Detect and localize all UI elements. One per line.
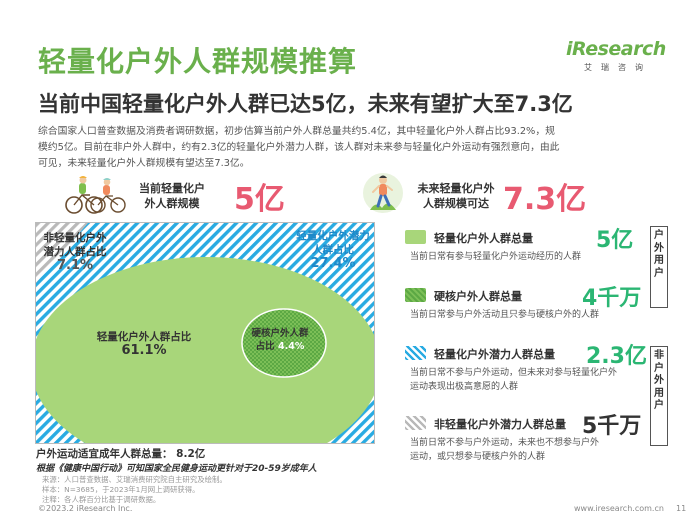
potential-label-line: 人群占比	[312, 244, 354, 256]
non-potential-label-line: 非轻量化户外	[43, 232, 107, 244]
light-outdoor-pct: 61.1%	[121, 343, 167, 358]
legend-name: 轻量化户外潜力人群总量	[434, 348, 555, 361]
core-outdoor-pct: 4.4%	[277, 341, 305, 352]
potential-legend-icon	[405, 346, 426, 360]
non-outdoor-users-tag: 非 户 外 用 户	[650, 346, 668, 446]
sample-note: 样本：N=3685，于2023年1月网上调研获得。	[42, 485, 200, 494]
tag-char: 非	[654, 350, 664, 361]
tag-char: 外	[654, 375, 664, 386]
legend-value: 5亿	[596, 228, 634, 253]
current-size-label-line: 当前轻量化户	[139, 182, 205, 195]
tag-char: 用	[654, 255, 664, 266]
potential-label: 轻量化户外潜力 人群占比 27.4%	[292, 229, 374, 271]
non-potential-pct: 7.1%	[56, 258, 94, 273]
page-title: 轻量化户外人群规模推算	[38, 45, 358, 78]
legend-name: 轻量化户外人群总量	[434, 232, 533, 245]
page-subtitle: 当前中国轻量化户外人群已达5亿，未来有望扩大至7.3亿	[38, 92, 573, 116]
light-outdoor-label: 轻量化户外人群占比 61.1%	[84, 330, 204, 358]
current-size-label: 当前轻量化户 外人群规模	[132, 181, 212, 211]
outdoor-users-tag: 户 外 用 户	[650, 226, 668, 308]
tag-char: 用	[654, 387, 664, 399]
future-size-label-line: 未来轻量化户外	[417, 182, 495, 195]
intro-line: 模约5亿。目前在非户外人群中，约有2.3亿的轻量化户外潜力人群，该人群对未来参与…	[38, 142, 560, 153]
light-outdoor-label-text: 轻量化户外人群占比	[96, 331, 192, 343]
future-size-value: 7.3亿	[503, 182, 587, 217]
cyclists-illustration	[65, 176, 126, 214]
non-potential-label: 非轻量化户外 潜力人群占比 7.1%	[37, 231, 113, 273]
non-potential-legend-icon	[405, 416, 426, 430]
page-number: 11	[676, 504, 687, 513]
legend-name: 硬核户外人群总量	[434, 290, 522, 303]
core-outdoor-legend-icon	[405, 288, 426, 302]
core-outdoor-label-line2: 占比 4.4%	[244, 340, 316, 353]
legend-desc-line: 运动，或只想参与硬核户外的人群	[410, 452, 546, 462]
intro-line: 综合国家人口普查数据及消费者调研数据，初步估算当前户外人群总量共约5.4亿，其中…	[38, 126, 555, 137]
intro-line: 可见，未来轻量化户外人群规模有望达至7.3亿。	[38, 158, 250, 169]
future-size-label-line: 人群规模可达	[423, 197, 489, 210]
population-diagram	[35, 222, 375, 444]
core-outdoor-area	[241, 308, 327, 378]
comment-note: 注释：各人群百分比基于调研数据。	[42, 495, 161, 504]
legend-value: 4千万	[582, 286, 642, 311]
non-potential-label-line: 潜力人群占比	[43, 246, 107, 258]
legend-value: 5千万	[582, 414, 642, 439]
legend-desc: 当前日常参与户外活动且只参与硬核户外的人群	[410, 310, 600, 320]
current-size-value: 5亿	[234, 182, 285, 217]
website-link[interactable]: www.iresearch.com.cn	[574, 504, 664, 513]
runner-illustration	[363, 173, 403, 213]
legend-desc-line: 当前日常不参与户外运动，未来也不想参与户外	[410, 438, 600, 448]
legend-name: 非轻量化户外潜力人群总量	[434, 418, 566, 431]
core-outdoor-label-line: 硬核户外人群	[251, 328, 309, 339]
tag-char: 户	[654, 362, 664, 374]
future-size-label: 未来轻量化户外 人群规模可达	[410, 181, 502, 211]
logo-subtext: 艾瑞咨询	[584, 63, 652, 72]
legend-desc: 当前日常不参与户外运动，未来也不想参与户外 运动，或只想参与硬核户外的人群	[410, 436, 599, 464]
health-note: 根据《健康中国行动》可知国家全民健身运动更针对于20-59岁成年人	[36, 464, 317, 474]
intro-paragraph: 综合国家人口普查数据及消费者调研数据，初步估算当前户外人群总量共约5.4亿，其中…	[38, 124, 664, 172]
current-size-label-line: 外人群规模	[144, 197, 200, 210]
legend-desc-line: 当前日常不参与户外运动，但未来对参与轻量化户外	[410, 368, 618, 378]
total-population-line: 户外运动适宜成年人群总量： 8.2亿	[36, 448, 206, 460]
legend-desc-line: 运动表现出极高意愿的人群	[410, 382, 519, 392]
legend-desc: 当前日常不参与户外运动，但未来对参与轻量化户外 运动表现出极高意愿的人群	[410, 366, 617, 394]
light-outdoor-area	[36, 257, 374, 443]
core-outdoor-label-text: 占比	[255, 341, 275, 352]
iresearch-logo: iResearch 艾瑞咨询	[566, 38, 666, 76]
tag-char: 户	[654, 267, 664, 279]
tag-char: 户	[654, 400, 664, 411]
legend-value: 2.3亿	[586, 344, 647, 369]
tag-char: 外	[654, 242, 664, 254]
tag-char: 户	[654, 230, 664, 241]
source-note: 来源：人口普查数据、艾瑞消费研究院自主研究及绘制。	[42, 475, 227, 484]
core-outdoor-label: 硬核户外人群 占比 4.4%	[244, 327, 316, 353]
potential-pct: 27.4%	[310, 256, 356, 271]
potential-label-line: 轻量化户外潜力	[296, 230, 370, 242]
legend-desc: 当前日常有参与轻量化户外运动经历的人群	[410, 252, 582, 262]
light-outdoor-legend-icon	[405, 230, 426, 244]
copyright: ©2023.2 iResearch Inc.	[38, 504, 133, 513]
logo-text: iResearch	[566, 38, 666, 60]
